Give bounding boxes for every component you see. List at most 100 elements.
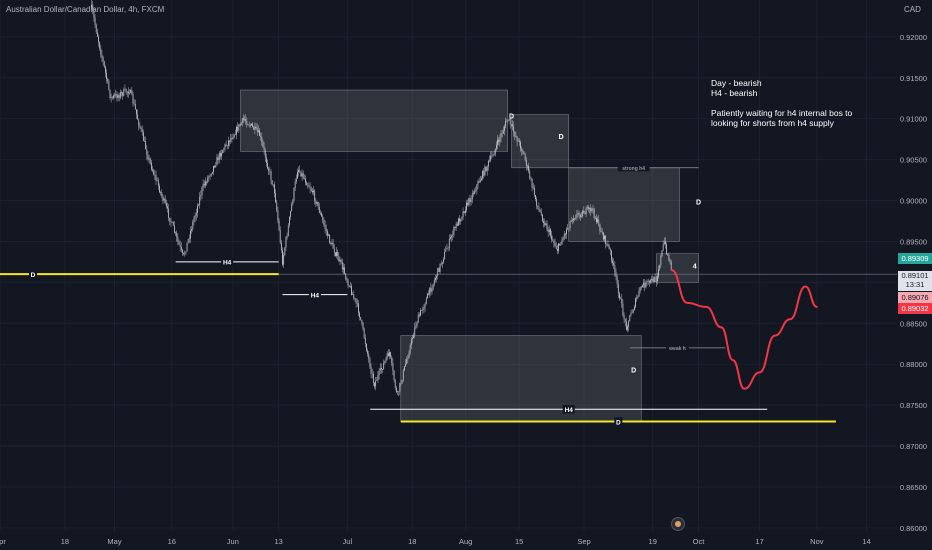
analysis-note[interactable]: Day - bearish H4 - bearish Patiently wai… bbox=[711, 78, 852, 128]
candle-body bbox=[231, 138, 233, 139]
candle-body bbox=[542, 214, 543, 222]
candle-body bbox=[366, 343, 367, 351]
candle-body bbox=[154, 174, 156, 176]
candle-body bbox=[284, 247, 286, 256]
candle-body bbox=[313, 190, 314, 193]
candle-body bbox=[363, 328, 365, 338]
candle-body bbox=[402, 370, 404, 381]
candle-body bbox=[178, 241, 180, 245]
x-tick-label: 18 bbox=[408, 537, 416, 546]
candle-body bbox=[382, 369, 383, 370]
candle-body bbox=[115, 94, 117, 96]
candle-body bbox=[237, 126, 239, 131]
zone-marker-label: D bbox=[631, 367, 636, 374]
candle-body bbox=[496, 144, 497, 149]
candle-body bbox=[147, 154, 149, 160]
candle-body bbox=[274, 184, 275, 194]
candle-body bbox=[589, 207, 590, 209]
candle-body bbox=[523, 152, 525, 155]
candle-body bbox=[223, 148, 225, 151]
candle-body bbox=[591, 208, 593, 212]
candle-body bbox=[445, 249, 447, 252]
candle-body bbox=[225, 144, 227, 146]
candle-body bbox=[474, 191, 475, 194]
candle-body bbox=[116, 94, 118, 99]
candle-body bbox=[666, 244, 668, 255]
candle-body bbox=[617, 284, 619, 294]
candle-body bbox=[148, 158, 150, 160]
y-axis[interactable]: 0.92000 0.91500 0.91000 0.90500 0.90000 0.895… bbox=[900, 33, 927, 533]
candle-body bbox=[172, 221, 174, 226]
candle-body bbox=[420, 310, 421, 316]
candle-body bbox=[246, 120, 248, 125]
candle-body bbox=[566, 229, 567, 235]
candle-body bbox=[133, 103, 135, 105]
level-label: weak h bbox=[668, 346, 686, 352]
candle-body bbox=[260, 135, 262, 137]
candle-body bbox=[361, 319, 363, 323]
candle-body bbox=[520, 141, 521, 149]
candle-body bbox=[195, 212, 197, 216]
candle-body bbox=[169, 217, 171, 222]
candle-body bbox=[565, 233, 566, 235]
candle-body bbox=[665, 241, 666, 245]
x-axis[interactable]: Apr 18 May 16 Jun 13 Jul 18 Aug 15 Sep 19 Oct 17 Nov 14 bbox=[0, 537, 871, 546]
candle-body bbox=[136, 109, 137, 115]
candle-body bbox=[535, 194, 536, 200]
candle-body bbox=[455, 223, 457, 228]
candle-body bbox=[326, 231, 328, 236]
supply-demand-zone bbox=[240, 89, 508, 152]
candle-body bbox=[650, 280, 651, 283]
candle-body bbox=[584, 213, 586, 215]
candle-body bbox=[234, 134, 236, 136]
candle-body bbox=[333, 248, 335, 253]
candle-body bbox=[279, 230, 281, 243]
candle-body bbox=[182, 249, 183, 253]
candle-body bbox=[128, 91, 129, 94]
candle-body bbox=[95, 24, 97, 33]
candle-body bbox=[444, 251, 446, 260]
x-tick-label: Nov bbox=[810, 537, 824, 546]
candle-body bbox=[269, 170, 271, 172]
candle-body bbox=[450, 237, 451, 239]
tradingview-logo-icon[interactable] bbox=[671, 517, 685, 531]
candle-body bbox=[551, 235, 553, 240]
candle-body bbox=[92, 4, 94, 12]
candle-body bbox=[590, 207, 592, 212]
candle-body bbox=[368, 353, 370, 359]
symbol-title[interactable]: Australian Dollar/Canadian Dollar, 4h, F… bbox=[6, 5, 165, 14]
candle-body bbox=[652, 278, 654, 283]
level-label-bg bbox=[221, 257, 234, 267]
candle-body bbox=[374, 382, 375, 387]
level-label: H4 bbox=[223, 260, 232, 267]
level-label: D bbox=[31, 272, 36, 279]
candle-body bbox=[460, 218, 462, 222]
candle-body bbox=[461, 216, 463, 219]
candle-body bbox=[144, 140, 145, 142]
price-tag-red: 0.89032 bbox=[898, 303, 932, 314]
candle-body bbox=[612, 260, 613, 263]
candle-body bbox=[199, 196, 201, 206]
candle-body bbox=[100, 48, 102, 55]
y-tick-label: 0.91500 bbox=[900, 74, 927, 83]
candle-body bbox=[228, 140, 229, 146]
candle-body bbox=[103, 61, 105, 67]
candle-body bbox=[508, 118, 510, 121]
candle-body bbox=[527, 165, 528, 167]
candle-body bbox=[614, 265, 616, 273]
candle-body bbox=[99, 42, 101, 49]
candle-body bbox=[126, 91, 128, 93]
candle-body bbox=[425, 298, 427, 305]
candle-body bbox=[592, 208, 594, 210]
candle-body bbox=[167, 206, 168, 209]
candle-body bbox=[632, 309, 634, 313]
level-label: strong h4 bbox=[622, 166, 645, 172]
candle-body bbox=[558, 243, 559, 251]
candle-body bbox=[423, 307, 425, 310]
note-line-shorts: looking for shorts from h4 supply bbox=[711, 118, 834, 128]
candle-body bbox=[179, 244, 181, 247]
candle-body bbox=[491, 155, 493, 157]
candle-body bbox=[119, 92, 121, 98]
candle-body bbox=[479, 180, 481, 183]
